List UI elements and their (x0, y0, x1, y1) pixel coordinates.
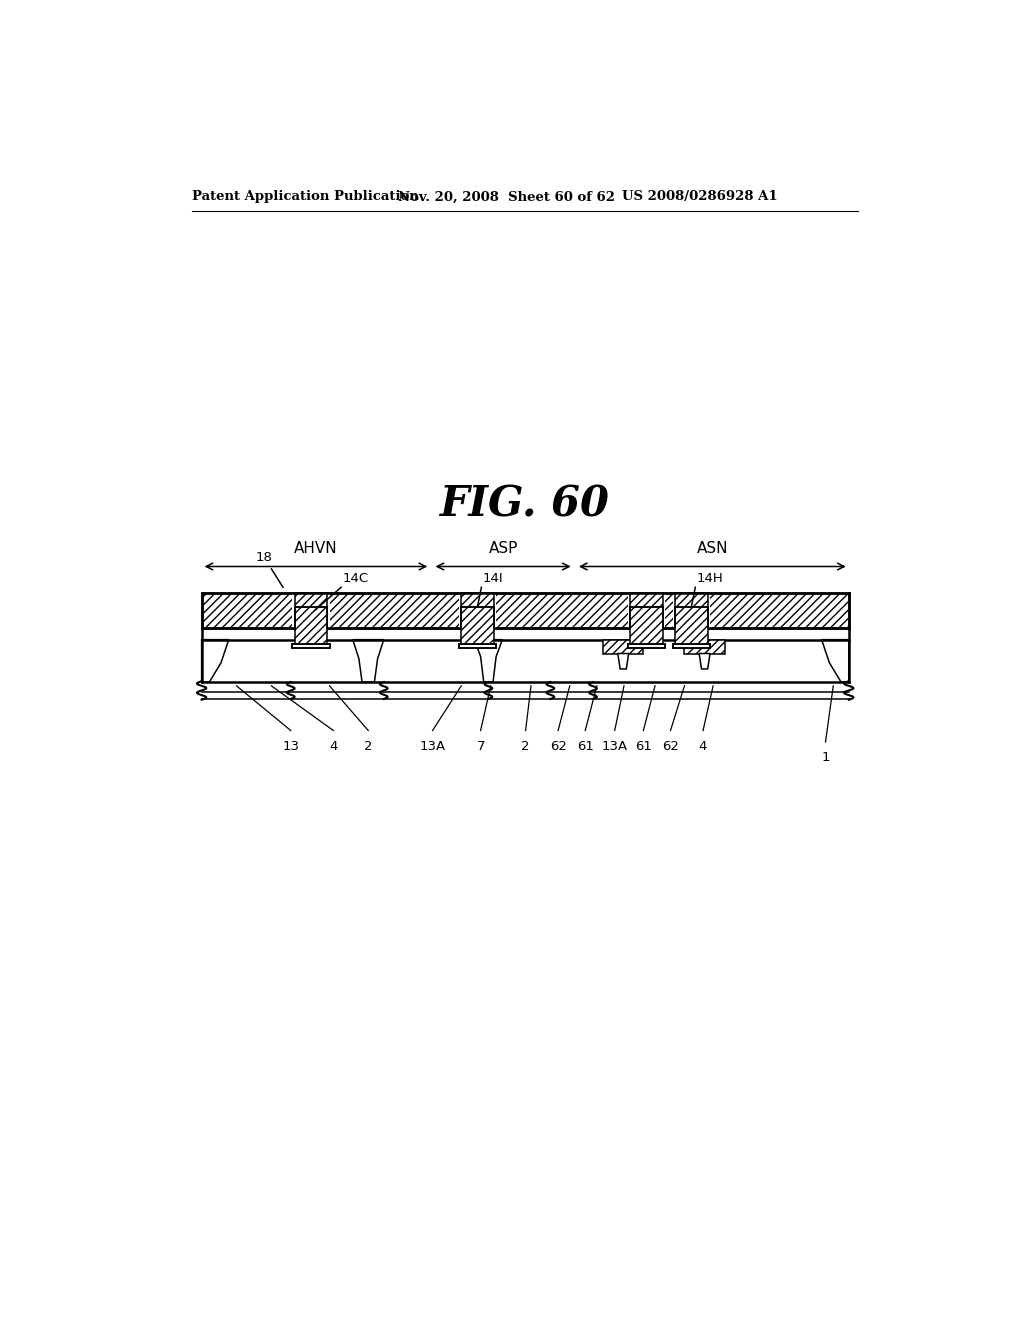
Text: 14I: 14I (483, 572, 504, 585)
Bar (603, 640, 643, 653)
Bar (461, 594, 494, 628)
Bar (202, 594, 849, 628)
Text: 62: 62 (550, 739, 566, 752)
Text: 61: 61 (577, 739, 594, 752)
Text: 18: 18 (255, 552, 272, 564)
Polygon shape (474, 640, 503, 682)
Polygon shape (202, 640, 228, 682)
Polygon shape (699, 653, 710, 669)
Bar (673, 644, 710, 648)
Text: 7: 7 (476, 739, 485, 752)
Polygon shape (352, 640, 384, 682)
Bar (202, 682, 849, 700)
Text: 61: 61 (635, 739, 652, 752)
Bar (202, 640, 849, 682)
Text: Nov. 20, 2008  Sheet 60 of 62: Nov. 20, 2008 Sheet 60 of 62 (397, 190, 614, 203)
Bar (675, 594, 708, 628)
Text: ASP: ASP (488, 541, 518, 556)
Text: Patent Application Publication: Patent Application Publication (191, 190, 418, 203)
Text: FIG. 60: FIG. 60 (439, 484, 610, 525)
Bar (295, 594, 328, 628)
Bar (461, 607, 494, 644)
Polygon shape (821, 640, 849, 682)
Polygon shape (617, 653, 629, 669)
Bar (459, 644, 496, 648)
Text: ASN: ASN (696, 541, 728, 556)
Text: 62: 62 (663, 739, 679, 752)
Text: 13: 13 (283, 739, 299, 752)
Bar (292, 644, 330, 648)
Text: 14H: 14H (697, 572, 724, 585)
Bar (675, 607, 708, 644)
Bar (295, 607, 328, 644)
Text: 2: 2 (521, 739, 529, 752)
Text: AHVN: AHVN (294, 541, 338, 556)
Text: 14C: 14C (343, 572, 369, 585)
Text: 2: 2 (364, 739, 373, 752)
Text: 13A: 13A (420, 739, 445, 752)
Bar (630, 594, 663, 628)
Text: 1: 1 (821, 751, 829, 764)
Text: US 2008/0286928 A1: US 2008/0286928 A1 (623, 190, 778, 203)
Text: 4: 4 (698, 739, 708, 752)
Bar (673, 594, 710, 628)
Bar (628, 594, 665, 628)
Text: 13A: 13A (602, 739, 628, 752)
Text: 4: 4 (329, 739, 338, 752)
Bar (684, 640, 725, 653)
Bar (630, 607, 663, 644)
Bar (292, 594, 330, 628)
Bar (459, 594, 496, 628)
Bar (628, 644, 665, 648)
